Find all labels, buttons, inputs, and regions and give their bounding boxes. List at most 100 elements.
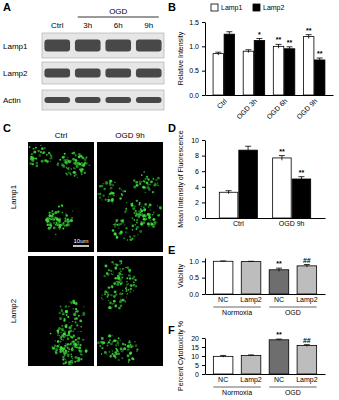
x-tick-label: NC — [274, 376, 284, 383]
punctum — [68, 169, 70, 171]
x-tick: Ctrl — [233, 218, 244, 227]
punctum — [147, 184, 149, 186]
punctum — [72, 321, 73, 322]
group-label: OGD — [285, 389, 301, 396]
punctum — [79, 169, 81, 171]
bar — [241, 262, 261, 294]
punctum — [63, 358, 65, 360]
punctum — [81, 354, 83, 356]
punctum — [124, 344, 126, 346]
group-label: Normoxia — [222, 389, 252, 396]
y-tick: 5 — [195, 362, 205, 369]
punctum — [111, 354, 112, 355]
x-tick: Lamp2 — [240, 374, 262, 384]
punctum — [79, 320, 82, 323]
punctum — [129, 277, 131, 279]
punctum — [52, 218, 55, 221]
punctum — [73, 313, 76, 316]
blot-band — [44, 97, 70, 103]
punctum — [120, 304, 122, 306]
punctum — [54, 345, 57, 348]
punctum — [65, 305, 68, 308]
punctum — [84, 172, 86, 174]
punctum — [128, 274, 130, 276]
y-tick-label: 0.0 — [189, 92, 199, 99]
punctum — [76, 317, 78, 319]
panel-letter: F — [168, 324, 175, 336]
panel-c: CCtrlOGD 9hLamp1Lamp210um — [3, 122, 163, 366]
y-tick: 1.0 — [189, 258, 205, 265]
y-tick: 1.0 — [189, 43, 205, 50]
punctum — [62, 212, 64, 214]
punctum — [112, 203, 113, 204]
punctum — [152, 191, 154, 193]
punctum — [119, 232, 122, 235]
punctum — [54, 211, 57, 214]
bar — [239, 150, 258, 218]
punctum — [124, 224, 125, 225]
punctum — [119, 187, 121, 189]
punctum — [113, 282, 116, 285]
panel-letter: D — [168, 122, 176, 134]
punctum — [80, 353, 81, 354]
row-label: Lamp1 — [3, 42, 28, 51]
punctum — [64, 156, 65, 157]
punctum — [101, 297, 102, 298]
punctum — [59, 335, 60, 336]
punctum — [31, 159, 34, 162]
punctum — [120, 299, 121, 300]
row-label: Actin — [3, 96, 21, 105]
punctum — [148, 206, 150, 208]
y-tick: 20 — [191, 335, 205, 342]
punctum — [78, 337, 80, 339]
punctum — [70, 364, 71, 365]
legend-swatch — [253, 4, 260, 11]
punctum — [68, 171, 71, 174]
punctum — [127, 266, 130, 269]
punctum — [126, 281, 127, 282]
error-bar — [276, 339, 282, 340]
punctum — [74, 356, 77, 359]
punctum — [33, 151, 36, 154]
blot-band — [105, 69, 131, 78]
punctum — [114, 266, 117, 269]
punctum — [41, 147, 44, 150]
punctum — [82, 313, 85, 316]
punctum — [113, 354, 115, 356]
punctum — [101, 185, 104, 188]
punctum — [126, 277, 128, 279]
punctum — [125, 290, 127, 292]
punctum — [65, 362, 67, 364]
punctum — [66, 174, 68, 176]
punctum — [126, 210, 127, 211]
punctum — [64, 221, 66, 223]
y-tick: 2 — [195, 199, 205, 206]
punctum — [153, 184, 156, 187]
punctum — [72, 299, 75, 302]
x-tick: OGD 3h — [235, 95, 258, 120]
punctum — [135, 228, 137, 230]
punctum — [70, 302, 72, 304]
punctum — [152, 218, 155, 221]
punctum — [81, 168, 83, 170]
y-tick-label: 10 — [191, 353, 199, 360]
punctum — [52, 213, 55, 216]
punctum — [59, 317, 62, 320]
punctum — [57, 332, 59, 334]
punctum — [157, 205, 158, 206]
significance: ## — [303, 257, 311, 264]
punctum — [119, 268, 121, 270]
punctum — [72, 358, 74, 360]
punctum — [110, 187, 113, 190]
punctum — [125, 301, 127, 303]
punctum — [133, 284, 135, 286]
punctum — [73, 171, 76, 174]
significance: ** — [287, 39, 293, 46]
punctum — [128, 361, 129, 362]
punctum — [105, 182, 108, 185]
punctum — [135, 210, 137, 212]
punctum — [152, 178, 154, 180]
punctum — [59, 344, 60, 345]
punctum — [81, 168, 83, 170]
y-tick-label: 15 — [191, 344, 199, 351]
